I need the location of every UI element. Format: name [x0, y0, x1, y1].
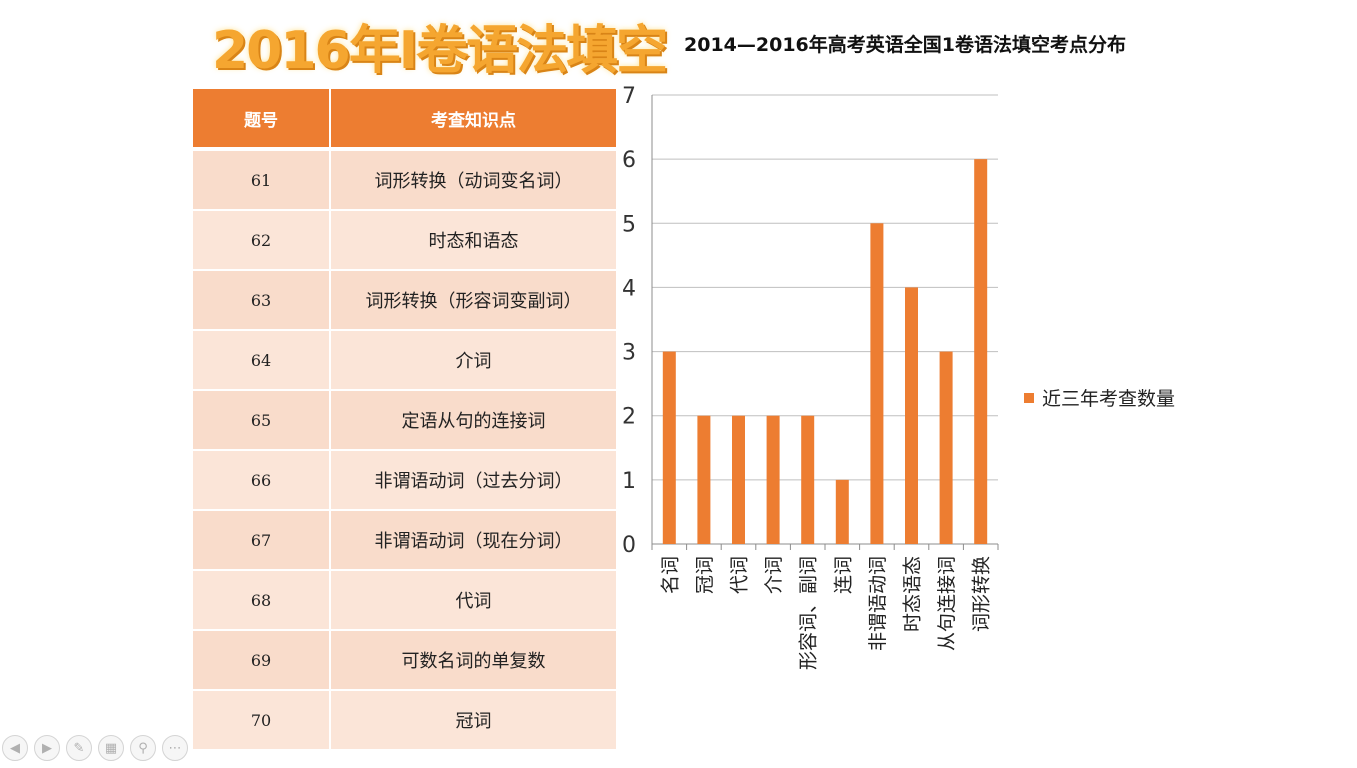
x-tick-label: 从句连接词: [936, 556, 958, 651]
bar: [939, 351, 953, 544]
y-tick-label: 0: [622, 533, 636, 558]
zoom-icon[interactable]: ⚲: [130, 735, 156, 761]
question-number: 69: [191, 629, 331, 691]
slideshow-toolbar: ◀ ▶ ✎ ▦ ⚲ ⋯: [2, 735, 188, 761]
x-tick-label: 代词: [729, 556, 751, 594]
bar: [766, 415, 780, 544]
table-header-row: 题号 考查知识点: [191, 87, 618, 151]
knowledge-point: 词形转换（动词变名词）: [329, 148, 618, 211]
x-tick-label: 连词: [832, 556, 854, 594]
knowledge-point-table: 题号 考查知识点 61 词形转换（动词变名词） 62 时态和语态 63 词形转换…: [191, 87, 618, 751]
question-number: 68: [191, 569, 331, 631]
knowledge-point: 时态和语态: [329, 209, 618, 271]
table-row: 62 时态和语态: [191, 209, 618, 271]
x-tick-label: 时态语态: [902, 556, 924, 632]
header-question-number: 题号: [191, 87, 331, 151]
bar: [697, 415, 711, 544]
x-tick-label: 词形转换: [971, 556, 993, 632]
question-number: 61: [191, 148, 331, 211]
x-tick-label: 冠词: [694, 556, 716, 594]
question-number: 64: [191, 329, 331, 391]
bar: [732, 415, 745, 544]
chart-title: 2014—2016年高考英语全国1卷语法填空考点分布: [684, 34, 1126, 56]
knowledge-point: 词形转换（形容词变副词）: [329, 269, 618, 331]
pen-icon[interactable]: ✎: [66, 735, 92, 761]
y-tick-label: 4: [622, 276, 636, 301]
legend-label: 近三年考查数量: [1042, 388, 1176, 410]
table-row: 68 代词: [191, 569, 618, 631]
table-row: 67 非谓语动词（现在分词）: [191, 509, 618, 571]
slide-title: 2016年I卷语法填空: [212, 21, 668, 81]
bar: [870, 223, 884, 545]
bar: [835, 479, 849, 544]
slides-icon[interactable]: ▦: [98, 735, 124, 761]
x-tick-label: 非谓语动词: [867, 556, 889, 651]
y-tick-label: 2: [622, 405, 636, 430]
legend-swatch: [1024, 392, 1034, 403]
question-number: 67: [191, 509, 331, 571]
bar: [905, 287, 918, 544]
y-tick-label: 5: [622, 212, 636, 237]
knowledge-point: 冠词: [329, 689, 618, 751]
next-icon[interactable]: ▶: [34, 735, 60, 761]
x-tick-label: 介词: [763, 556, 785, 594]
table-row: 69 可数名词的单复数: [191, 629, 618, 691]
bar: [974, 159, 988, 544]
y-tick-label: 3: [622, 341, 636, 366]
more-icon[interactable]: ⋯: [162, 735, 188, 761]
y-tick-label: 7: [622, 84, 636, 109]
table-row: 61 词形转换（动词变名词）: [191, 148, 618, 211]
x-tick-label: 名词: [659, 556, 681, 594]
table-row: 63 词形转换（形容词变副词）: [191, 269, 618, 331]
prev-icon[interactable]: ◀: [2, 735, 28, 761]
bar-chart: 0 1 2 3 4 5 6 7 名词 冠词 代词 介词 形容词、副词 连词 非谓语动词 时态语态 从句连接词 词形…: [622, 84, 999, 670]
knowledge-point: 非谓语动词（现在分词）: [329, 509, 618, 571]
y-tick-label: 1: [622, 469, 636, 494]
question-number: 70: [191, 689, 331, 751]
knowledge-point: 介词: [329, 329, 618, 391]
header-knowledge-point: 考查知识点: [329, 87, 618, 151]
knowledge-point: 可数名词的单复数: [329, 629, 618, 691]
knowledge-point: 代词: [329, 569, 618, 631]
question-number: 65: [191, 389, 331, 451]
question-number: 62: [191, 209, 331, 271]
question-number: 66: [191, 449, 331, 511]
question-number: 63: [191, 269, 331, 331]
x-tick-label: 形容词、副词: [798, 556, 820, 670]
knowledge-point: 定语从句的连接词: [329, 389, 618, 451]
knowledge-point: 非谓语动词（过去分词）: [329, 449, 618, 511]
chart-legend: 近三年考查数量: [1024, 384, 1175, 411]
table-row: 66 非谓语动词（过去分词）: [191, 449, 618, 511]
table-row: 65 定语从句的连接词: [191, 389, 618, 451]
bar: [801, 415, 815, 544]
y-tick-label: 6: [622, 148, 636, 173]
bar: [662, 351, 676, 544]
table-row: 64 介词: [191, 329, 618, 391]
table-row: 70 冠词: [191, 689, 618, 751]
